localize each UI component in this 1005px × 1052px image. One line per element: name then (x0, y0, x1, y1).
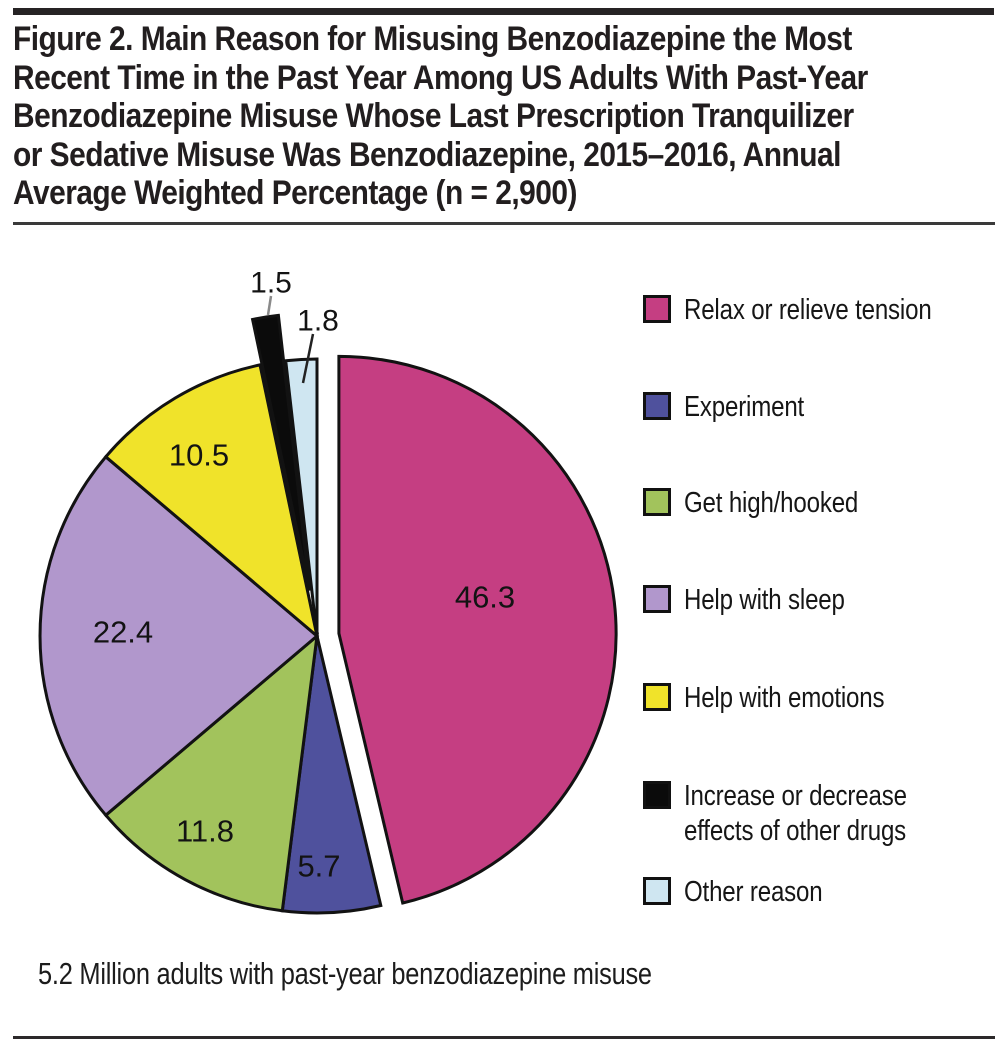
label-leader-line (266, 295, 273, 316)
legend-label: Experiment (684, 391, 805, 423)
legend-item: Help with emotions (643, 681, 1005, 716)
figure-title: Figure 2. Main Reason for Misusing Benzo… (13, 20, 1003, 213)
figure-title-line: Benzodiazepine Misuse Whose Last Prescri… (13, 97, 854, 135)
legend-label: Relax or relieve tension (684, 294, 932, 326)
pie-chart: 46.3 5.7 11.8 22.4 10.5 1.51.8 (38, 267, 618, 915)
legend-swatch (643, 877, 671, 905)
legend-label: Get high/hooked (684, 487, 859, 519)
pie-value-label: 11.8 (176, 814, 234, 849)
pie-slice-2 (103, 632, 319, 913)
pie-value-label: 5.7 (297, 849, 340, 884)
legend-item: Help with sleep (643, 583, 1005, 618)
legend-swatch (643, 781, 671, 809)
legend-item: Experiment (643, 390, 1005, 425)
note-text: 5.2 Million adults with past-year benzod… (38, 956, 652, 991)
figure-title-line: or Sedative Misuse Was Benzodiazepine, 2… (13, 135, 841, 174)
figure-title-line: Figure 2. Main Reason for Misusing Benzo… (13, 20, 852, 58)
pie-value-label: 46.3 (455, 580, 515, 615)
legend-item: Increase or decrease effects of other dr… (643, 779, 1005, 849)
legend-label: Help with sleep (684, 584, 845, 616)
top-rule (13, 8, 994, 15)
label-leader-line (301, 333, 315, 384)
pie-slice-3 (38, 454, 320, 818)
legend-label: Other reason (684, 876, 823, 908)
pie-value-label: 1.5 (250, 267, 292, 300)
figure-title-line: Recent Time in the Past Year Among US Ad… (13, 58, 868, 97)
legend-swatch (643, 392, 671, 420)
pie-slice-0 (337, 354, 618, 905)
pie-slice-5 (250, 313, 312, 591)
title-rule (13, 222, 995, 225)
legend-item: Other reason (643, 875, 1005, 910)
figure-title-line: Average Weighted Percentage (n = 2,900) (13, 174, 577, 212)
pie-value-label: 1.8 (297, 305, 339, 338)
legend-item: Relax or relieve tension (643, 293, 1005, 328)
pie-value-label: 10.5 (169, 438, 229, 473)
legend-label: Help with emotions (684, 682, 885, 714)
pie-slice-6 (284, 357, 319, 637)
pie-slice-4 (103, 363, 320, 640)
legend-label: Increase or decrease effects of other dr… (684, 780, 907, 847)
bottom-rule (13, 1036, 995, 1039)
legend: Relax or relieve tension Experiment Get hi… (643, 0, 1003, 1052)
legend-swatch (643, 295, 671, 323)
legend-swatch (643, 683, 671, 711)
legend-item: Get high/hooked (643, 486, 1005, 521)
pie-value-label: 22.4 (93, 615, 153, 650)
legend-swatch (643, 585, 671, 613)
legend-swatch (643, 488, 671, 516)
